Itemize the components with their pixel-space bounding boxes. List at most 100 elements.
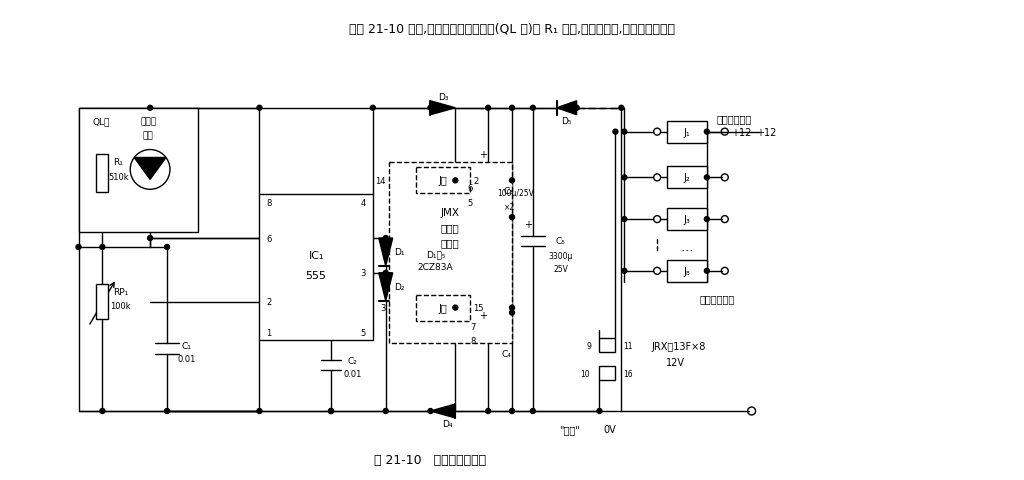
Text: D₂: D₂ xyxy=(394,283,404,292)
Bar xyxy=(79,108,198,232)
Circle shape xyxy=(705,217,710,222)
Bar xyxy=(96,284,109,319)
Text: 3: 3 xyxy=(380,303,386,312)
Text: 0V: 0V xyxy=(603,424,615,434)
Text: D₃: D₃ xyxy=(437,93,449,102)
Text: 510k: 510k xyxy=(108,172,129,181)
Circle shape xyxy=(510,311,514,315)
Circle shape xyxy=(371,106,375,111)
Text: 5: 5 xyxy=(468,198,473,207)
Circle shape xyxy=(622,176,627,180)
Circle shape xyxy=(257,106,262,111)
Text: J₃: J₃ xyxy=(684,215,690,225)
Text: 3300μ: 3300μ xyxy=(549,252,572,261)
Circle shape xyxy=(613,130,617,135)
Text: C₅: C₅ xyxy=(556,237,565,246)
Bar xyxy=(599,367,615,380)
Bar xyxy=(667,167,707,189)
Circle shape xyxy=(705,130,710,135)
Circle shape xyxy=(485,408,490,414)
Circle shape xyxy=(510,106,514,111)
Text: IC₁: IC₁ xyxy=(308,251,324,261)
Text: J₂: J₂ xyxy=(684,173,690,183)
Text: 8: 8 xyxy=(471,336,476,345)
Text: 12V: 12V xyxy=(666,358,685,368)
Text: 11: 11 xyxy=(624,341,633,350)
Circle shape xyxy=(383,408,388,414)
Circle shape xyxy=(453,305,458,311)
Circle shape xyxy=(530,408,536,414)
Polygon shape xyxy=(430,102,456,116)
Circle shape xyxy=(622,217,627,222)
Text: 5: 5 xyxy=(360,328,366,337)
Bar xyxy=(96,155,109,193)
Circle shape xyxy=(329,408,334,414)
Text: D₁: D₁ xyxy=(394,248,404,257)
Circle shape xyxy=(530,106,536,111)
Circle shape xyxy=(510,305,514,311)
Text: +: + xyxy=(479,310,487,320)
Circle shape xyxy=(622,130,627,135)
Text: D₅: D₅ xyxy=(561,117,572,126)
Text: 2CZ83A: 2CZ83A xyxy=(418,263,454,272)
Text: 15: 15 xyxy=(473,303,483,312)
Circle shape xyxy=(147,106,153,111)
Bar xyxy=(667,260,707,282)
Text: JRX－13F×8: JRX－13F×8 xyxy=(651,342,706,352)
Circle shape xyxy=(257,408,262,414)
Text: 100μ/25V: 100μ/25V xyxy=(498,188,535,197)
Text: 16: 16 xyxy=(624,369,633,378)
Circle shape xyxy=(705,176,710,180)
Text: 1: 1 xyxy=(266,328,271,337)
Text: 3: 3 xyxy=(360,269,366,278)
Text: C₁: C₁ xyxy=(182,341,191,350)
Circle shape xyxy=(622,269,627,274)
Polygon shape xyxy=(379,239,392,266)
Text: 25V: 25V xyxy=(553,265,568,274)
Polygon shape xyxy=(134,158,166,180)
Text: 如图 21-10 所示,传感元件感温二极管(QL 型)与 R₁ 并接,轴温正常时,并联电阻与下接: 如图 21-10 所示,传感元件感温二极管(QL 型)与 R₁ 并接,轴温正常时… xyxy=(349,23,675,36)
Circle shape xyxy=(165,408,170,414)
Bar xyxy=(667,209,707,230)
Text: C₄: C₄ xyxy=(501,349,511,358)
Polygon shape xyxy=(557,102,577,116)
Polygon shape xyxy=(379,273,392,301)
Bar xyxy=(667,121,707,143)
Text: 极管: 极管 xyxy=(142,131,154,140)
Circle shape xyxy=(597,408,602,414)
Circle shape xyxy=(705,269,710,274)
Text: C₂: C₂ xyxy=(348,356,357,365)
Circle shape xyxy=(428,106,433,111)
Text: 感温二: 感温二 xyxy=(140,117,157,126)
Circle shape xyxy=(453,179,458,183)
Text: （第八插头）: （第八插头） xyxy=(699,294,734,304)
Text: RP₁: RP₁ xyxy=(113,288,128,297)
Circle shape xyxy=(383,236,388,241)
Text: 6: 6 xyxy=(266,234,271,243)
Text: +12: +12 xyxy=(757,127,777,137)
Text: 100k: 100k xyxy=(110,301,131,311)
Text: 14: 14 xyxy=(375,177,386,185)
Text: J放: J放 xyxy=(438,303,447,313)
Text: J₁: J₁ xyxy=(684,127,690,137)
Text: JMX: JMX xyxy=(441,208,460,218)
Circle shape xyxy=(329,408,334,414)
Circle shape xyxy=(100,408,104,414)
Circle shape xyxy=(618,106,624,111)
Polygon shape xyxy=(430,404,456,418)
Bar xyxy=(259,195,373,341)
Text: 8: 8 xyxy=(266,198,271,207)
Bar xyxy=(416,295,470,321)
Text: （第一插头）: （第一插头） xyxy=(716,113,752,123)
Text: D₁～₅: D₁～₅ xyxy=(426,250,445,259)
Text: 0.01: 0.01 xyxy=(344,369,362,378)
Circle shape xyxy=(510,179,514,183)
Text: 9: 9 xyxy=(587,341,592,350)
Text: "搭铁": "搭铁" xyxy=(559,424,580,434)
Text: J₈: J₈ xyxy=(684,266,690,276)
Text: +: + xyxy=(479,150,487,160)
Circle shape xyxy=(383,271,388,276)
Circle shape xyxy=(165,245,170,250)
Text: 555: 555 xyxy=(305,271,327,281)
Text: 磁保持: 磁保持 xyxy=(441,223,460,233)
